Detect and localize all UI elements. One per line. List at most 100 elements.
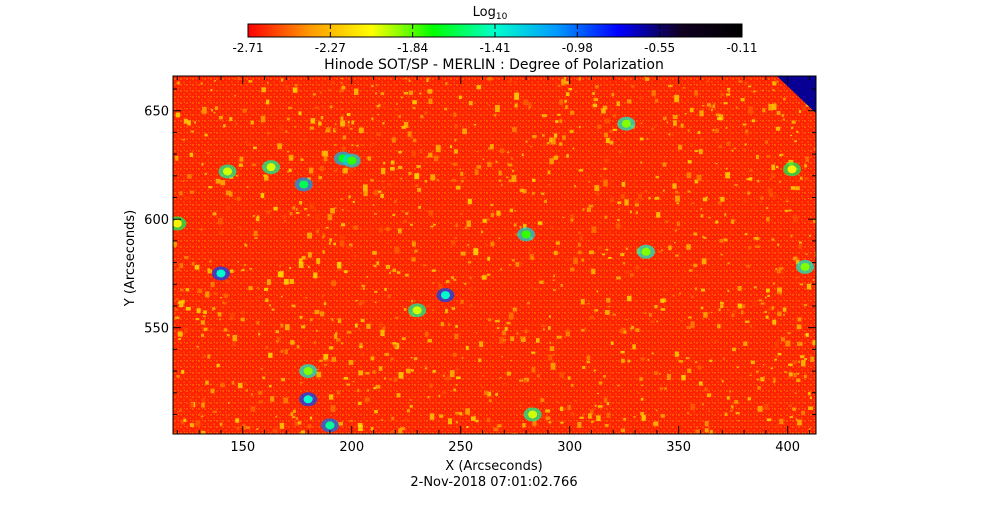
heatmap-cell <box>675 195 680 202</box>
heatmap-cell <box>420 115 424 119</box>
heatmap-cell <box>460 213 463 215</box>
heatmap-cell <box>639 377 643 381</box>
heatmap-cell <box>770 367 773 370</box>
heatmap-cell <box>656 212 661 218</box>
y-tick-label: 550 <box>144 322 169 337</box>
heatmap-cell <box>696 174 702 182</box>
heatmap-cell <box>806 283 812 290</box>
heatmap-feature <box>528 410 538 419</box>
heatmap-cell <box>624 270 630 274</box>
heatmap-cell <box>445 82 448 86</box>
heatmap-cell <box>210 281 215 288</box>
heatmap-cell <box>578 125 581 129</box>
heatmap-cell <box>313 272 318 279</box>
heatmap-cell <box>318 176 323 180</box>
heatmap-cell <box>219 318 221 321</box>
heatmap-cell <box>328 346 334 350</box>
heatmap-cell <box>353 254 357 257</box>
heatmap-cell <box>784 209 789 213</box>
heatmap-cell <box>575 91 577 93</box>
heatmap-cell <box>726 309 729 311</box>
heatmap-cell <box>213 292 218 296</box>
heatmap-cell <box>277 271 283 277</box>
heatmap-cell <box>404 418 409 422</box>
heatmap-cell <box>725 167 728 170</box>
heatmap-cell <box>512 169 514 173</box>
heatmap-cell <box>358 327 361 331</box>
heatmap-cell <box>784 371 787 373</box>
heatmap-cell <box>330 405 336 412</box>
heatmap-cell <box>296 208 298 211</box>
heatmap-cell <box>709 430 713 434</box>
heatmap-cell <box>319 166 324 171</box>
heatmap-cell <box>750 360 755 365</box>
heatmap-cell <box>273 206 278 211</box>
heatmap-cell <box>265 345 268 349</box>
heatmap-cell <box>335 332 338 336</box>
heatmap-cell <box>535 338 540 343</box>
heatmap-cell <box>548 315 551 318</box>
heatmap-cell <box>223 302 228 305</box>
heatmap-cell <box>384 353 390 356</box>
heatmap-cell <box>371 117 374 121</box>
heatmap-cell <box>513 166 517 172</box>
heatmap-cell <box>689 107 694 113</box>
heatmap-cell <box>618 208 620 210</box>
heatmap-cell <box>183 418 187 422</box>
heatmap-cell <box>798 244 802 249</box>
heatmap-cell <box>396 393 401 398</box>
heatmap-cell <box>222 301 225 304</box>
heatmap-cell <box>294 125 297 128</box>
heatmap-cell <box>507 162 509 164</box>
heatmap-cell <box>586 355 591 361</box>
heatmap-cell <box>555 155 559 159</box>
heatmap-cell <box>275 330 280 334</box>
heatmap-cell <box>447 418 453 425</box>
heatmap-cell <box>258 400 264 404</box>
heatmap-cell <box>408 79 411 82</box>
heatmap-cell <box>603 167 607 170</box>
heatmap-cell <box>353 88 359 95</box>
heatmap-cell <box>727 262 730 265</box>
heatmap-cell <box>641 414 646 421</box>
heatmap-cell <box>617 384 621 387</box>
heatmap-cell <box>380 103 386 110</box>
heatmap-cell <box>734 184 738 186</box>
heatmap-cell <box>391 137 396 143</box>
heatmap-cell <box>679 292 682 295</box>
heatmap-cell <box>640 357 645 361</box>
heatmap-cell <box>467 198 472 205</box>
heatmap-cell <box>712 129 715 132</box>
heatmap-cell <box>744 320 750 323</box>
heatmap-cell <box>322 294 324 297</box>
heatmap-cell <box>644 76 647 79</box>
heatmap-cell <box>795 186 800 191</box>
heatmap-cell <box>631 325 635 330</box>
heatmap-cell <box>426 79 429 82</box>
heatmap-cell <box>505 432 509 434</box>
heatmap-cell <box>803 374 807 379</box>
heatmap-cell <box>582 413 586 416</box>
x-tick-label: 250 <box>448 440 473 455</box>
heatmap-cell <box>697 365 702 370</box>
heatmap-cell <box>460 251 466 256</box>
heatmap-cell <box>748 245 752 250</box>
heatmap-cell <box>783 97 786 101</box>
heatmap-cell <box>488 399 492 403</box>
heatmap-cell <box>515 262 520 267</box>
heatmap-cell <box>241 310 245 315</box>
heatmap-cell <box>779 181 781 183</box>
heatmap-cell <box>321 235 325 239</box>
heatmap-cell <box>431 309 434 311</box>
heatmap-cell <box>375 83 378 86</box>
heatmap-cell <box>723 102 728 105</box>
heatmap-cell <box>755 370 759 373</box>
heatmap-cell <box>655 124 658 126</box>
heatmap-cell <box>487 161 492 167</box>
heatmap-cell <box>799 283 804 286</box>
heatmap-cell <box>619 329 624 334</box>
heatmap-cell <box>604 424 609 427</box>
heatmap-cell <box>555 120 559 123</box>
heatmap-cell <box>561 79 566 86</box>
heatmap-cell <box>556 335 562 339</box>
